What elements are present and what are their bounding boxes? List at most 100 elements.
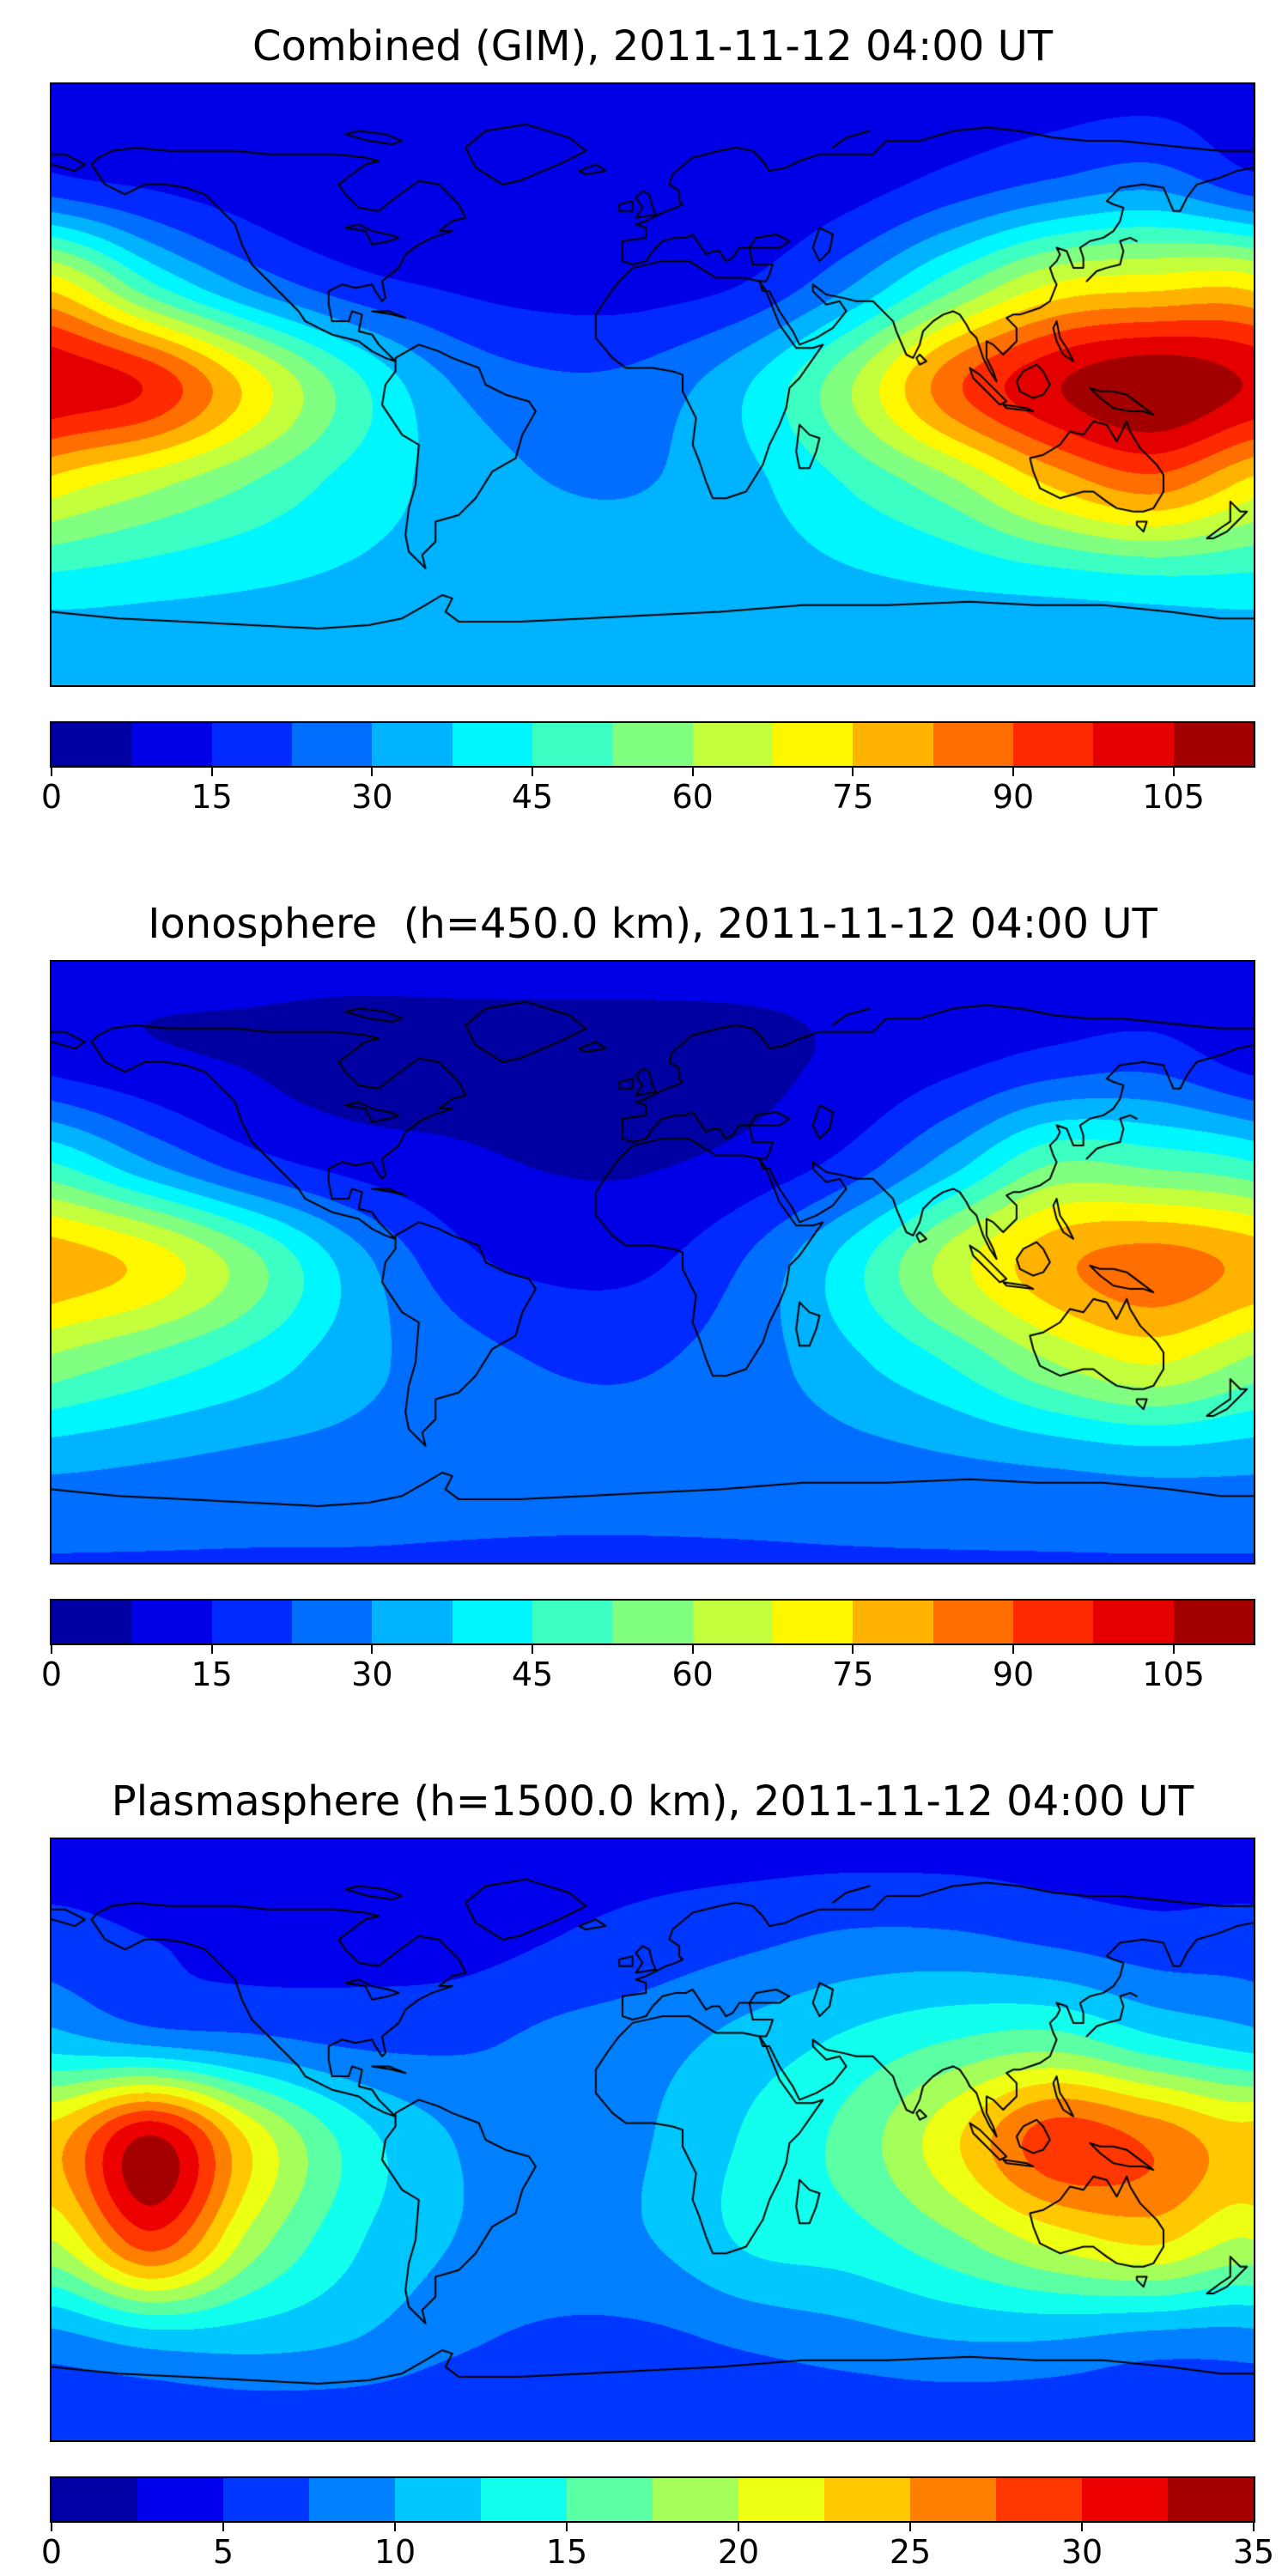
colorbar-segment xyxy=(291,1601,373,1643)
colorbar-segment xyxy=(481,2478,567,2521)
colorbar-tick-mark xyxy=(394,2523,396,2531)
colorbar-tick-mark xyxy=(1172,768,1175,776)
colorbar-tick-label: 10 xyxy=(374,2533,416,2571)
colorbar-segment xyxy=(1093,723,1174,766)
colorbar-tick-label: 45 xyxy=(511,1656,554,1693)
colorbar-segment xyxy=(131,723,212,766)
colorbar-segment xyxy=(933,1601,1013,1643)
colorbar-segment xyxy=(395,2478,481,2521)
colorbar-segment xyxy=(211,1601,292,1643)
colorbar-tick-label: 35 xyxy=(1232,2533,1275,2571)
colorbar-tick-mark xyxy=(1081,2523,1083,2531)
colorbar-tick-mark xyxy=(852,1645,854,1654)
map-canvas-ionosphere xyxy=(52,962,1254,1563)
colorbar-segment xyxy=(853,1601,933,1643)
colorbar-tick-label: 15 xyxy=(191,778,233,816)
colorbar-segment xyxy=(452,1601,532,1643)
map-combined xyxy=(50,82,1255,687)
colorbar-segment xyxy=(291,723,373,766)
colorbar-segment xyxy=(309,2478,395,2521)
colorbar-tick-label: 105 xyxy=(1142,778,1205,816)
colorbar-segment xyxy=(532,723,613,766)
colorbar-segment xyxy=(223,2478,309,2521)
colorbar-segment xyxy=(996,2478,1082,2521)
colorbar-tick-label: 75 xyxy=(832,778,874,816)
colorbar-segment xyxy=(824,2478,910,2521)
colorbar-tick-label: 0 xyxy=(40,2533,63,2571)
colorbar-segment xyxy=(738,2478,824,2521)
colorbar-tick-mark xyxy=(532,1645,533,1654)
colorbar-tick-label: 20 xyxy=(717,2533,760,2571)
colorbar-tick-mark xyxy=(738,2523,739,2531)
colorbar-plasmasphere xyxy=(50,2476,1255,2523)
colorbar-tick-label: 5 xyxy=(212,2533,234,2571)
colorbar-ticks-ionosphere: 0 15 30 45 60 75 90 105 xyxy=(41,1645,1255,1697)
colorbar-ticks-combined: 0 15 30 45 60 75 90 105 xyxy=(41,768,1255,819)
map-ionosphere xyxy=(50,960,1255,1564)
colorbar-tick-mark xyxy=(532,768,533,776)
colorbar-tick-mark xyxy=(852,768,854,776)
colorbar-tick-mark xyxy=(1012,1645,1014,1654)
map-title-combined: Combined (GIM), 2011-11-12 04:00 UT xyxy=(252,22,1054,70)
colorbar-segment xyxy=(452,723,532,766)
colorbar-tick-mark xyxy=(1253,2523,1255,2531)
map-canvas-plasmasphere xyxy=(52,1839,1254,2440)
colorbar-combined xyxy=(50,721,1255,768)
colorbar-tick-label: 90 xyxy=(992,778,1035,816)
map-title-plasmasphere: Plasmasphere (h=1500.0 km), 2011-11-12 0… xyxy=(111,1777,1194,1826)
colorbar-segment xyxy=(567,2478,653,2521)
colorbar-segment xyxy=(933,723,1013,766)
colorbar-ticks-plasmasphere: 0 5 10 15 20 25 30 35 xyxy=(41,2523,1274,2574)
colorbar-tick-label: 15 xyxy=(191,1656,233,1693)
panel-plasmasphere: Plasmasphere (h=1500.0 km), 2011-11-12 0… xyxy=(41,1777,1274,2574)
colorbar-tick-mark xyxy=(222,2523,224,2531)
colorbar-segment xyxy=(612,1601,693,1643)
colorbar-tick-label: 0 xyxy=(40,778,63,816)
colorbar-tick-label: 105 xyxy=(1142,1656,1205,1693)
colorbar-segment xyxy=(653,2478,738,2521)
colorbar-tick-mark xyxy=(210,1645,213,1654)
map-plasmasphere xyxy=(50,1838,1255,2442)
colorbar-segment xyxy=(692,723,773,766)
colorbar-tick-label: 60 xyxy=(671,778,714,816)
colorbar-tick-label: 60 xyxy=(671,1656,714,1693)
colorbar-segment xyxy=(52,1601,132,1643)
colorbar-tick-label: 45 xyxy=(511,778,554,816)
map-title-ionosphere: Ionosphere (h=450.0 km), 2011-11-12 04:0… xyxy=(148,900,1157,948)
colorbar-segment xyxy=(52,2478,137,2521)
colorbar-segment xyxy=(1082,2478,1168,2521)
colorbar-segment xyxy=(372,1601,453,1643)
colorbar-tick-label: 75 xyxy=(832,1656,874,1693)
colorbar-segment xyxy=(1093,1601,1174,1643)
colorbar-tick-label: 90 xyxy=(992,1656,1035,1693)
colorbar-segment xyxy=(692,1601,773,1643)
colorbar-segment xyxy=(910,2478,996,2521)
colorbar-segment xyxy=(1012,1601,1094,1643)
colorbar-tick-label: 30 xyxy=(351,1656,393,1693)
colorbar-tick-mark xyxy=(51,768,52,776)
colorbar-segment xyxy=(372,723,453,766)
colorbar-tick-label: 15 xyxy=(545,2533,588,2571)
colorbar-tick-mark xyxy=(210,768,213,776)
colorbar-segment xyxy=(1173,1601,1254,1643)
colorbar-tick-mark xyxy=(691,1645,694,1654)
colorbar-ionosphere xyxy=(50,1599,1255,1645)
colorbar-segment xyxy=(772,723,854,766)
colorbar-tick-mark xyxy=(371,1645,374,1654)
colorbar-segment xyxy=(853,723,933,766)
colorbar-segment xyxy=(52,723,132,766)
colorbar-segment xyxy=(772,1601,854,1643)
colorbar-segment xyxy=(137,2478,223,2521)
colorbar-segment xyxy=(532,1601,613,1643)
colorbar-segment xyxy=(612,723,693,766)
colorbar-tick-label: 30 xyxy=(351,778,393,816)
colorbar-tick-label: 0 xyxy=(40,1656,63,1693)
colorbar-tick-mark xyxy=(51,1645,52,1654)
map-canvas-combined xyxy=(52,84,1254,685)
panel-combined: Combined (GIM), 2011-11-12 04:00 UT 0 15 3… xyxy=(41,22,1255,819)
colorbar-tick-mark xyxy=(691,768,694,776)
colorbar-segment xyxy=(211,723,292,766)
colorbar-segment xyxy=(1012,723,1094,766)
colorbar-segment xyxy=(131,1601,212,1643)
